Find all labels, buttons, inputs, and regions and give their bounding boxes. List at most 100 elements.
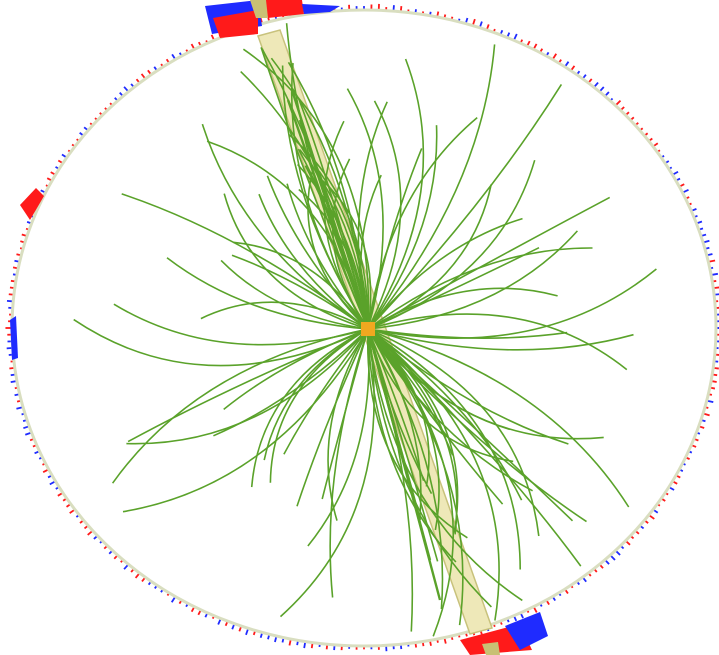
particle-track — [223, 193, 369, 330]
calo-cell — [245, 628, 249, 636]
particle-track — [111, 328, 369, 484]
calo-cell — [640, 525, 645, 530]
calo-cell — [130, 568, 135, 573]
particle-track — [367, 328, 430, 487]
calo-cell — [710, 386, 716, 390]
calo-cell — [12, 266, 18, 270]
calo-cell — [190, 43, 195, 49]
calo-cell — [141, 577, 146, 583]
calo-cell — [21, 233, 27, 237]
calo-cell — [16, 253, 21, 257]
calo-cell — [686, 456, 690, 460]
calo-cell — [620, 545, 625, 550]
calo-cell — [694, 438, 699, 442]
calo-cell — [303, 642, 307, 649]
calo-cell — [676, 177, 681, 182]
calo-cell — [16, 399, 21, 403]
calo-cell — [711, 272, 719, 276]
calo-cell — [539, 48, 544, 53]
calo-cell — [190, 607, 195, 613]
calo-cell — [486, 24, 490, 30]
particle-track — [122, 328, 369, 513]
particle-track — [367, 313, 628, 371]
particle-track — [367, 328, 634, 351]
particle-track — [166, 257, 369, 330]
particle-track — [327, 328, 369, 521]
calo-cell — [32, 444, 37, 448]
calo-cell — [599, 564, 604, 569]
particle-track — [266, 175, 369, 330]
calo-cell — [140, 73, 146, 79]
calo-cell — [701, 233, 707, 237]
calo-cell — [49, 480, 56, 486]
calo-cell — [217, 619, 222, 625]
calo-cell — [66, 503, 71, 508]
calo-cell — [683, 188, 689, 193]
calorimeter-clusters — [10, 0, 548, 655]
calo-cluster-red-top-right — [262, 0, 304, 18]
particle-track — [367, 159, 536, 330]
calo-cell — [564, 61, 570, 67]
particle-track — [283, 328, 369, 455]
calo-cell — [546, 600, 550, 606]
calo-cell — [20, 240, 25, 244]
calo-cell — [588, 78, 593, 83]
calo-cell — [526, 40, 531, 46]
calo-cell — [653, 509, 659, 514]
particle-track — [260, 47, 369, 330]
particle-track — [367, 328, 522, 570]
calo-cell — [582, 577, 587, 583]
calo-cell — [87, 530, 93, 536]
calo-cell — [14, 259, 19, 263]
particle-track — [367, 268, 657, 339]
particle-track — [367, 58, 425, 330]
calo-cell — [9, 367, 14, 370]
calo-cell — [16, 406, 23, 410]
calo-cell — [79, 132, 84, 136]
calo-cell — [153, 66, 158, 71]
calo-cluster-tan-bottom — [482, 642, 500, 655]
calo-cell — [465, 17, 469, 23]
calo-cell — [499, 29, 504, 35]
calo-cell — [672, 170, 679, 176]
particle-track — [367, 328, 582, 567]
calo-cell — [79, 520, 84, 524]
particle-track — [220, 259, 369, 330]
calo-cell — [93, 535, 98, 540]
calo-cell — [711, 380, 717, 383]
particle-track — [201, 123, 369, 330]
calo-cell — [630, 116, 635, 121]
calo-cell — [114, 97, 118, 101]
calo-cell — [604, 91, 610, 97]
calo-cell — [40, 189, 45, 193]
calo-cell — [252, 631, 256, 636]
calo-cell — [10, 279, 15, 283]
calo-cluster-red-top — [213, 10, 258, 38]
calo-cell — [46, 177, 52, 182]
calo-cell — [274, 636, 278, 643]
calo-cell — [197, 610, 202, 616]
calo-cell — [625, 540, 631, 546]
particle-track — [269, 328, 369, 483]
calo-cell — [697, 220, 703, 224]
calo-cell — [29, 438, 34, 442]
particle-track — [321, 328, 369, 500]
particle-track — [297, 97, 369, 330]
particle-track — [367, 217, 523, 330]
particle-track — [200, 301, 369, 330]
calo-cell — [691, 444, 697, 448]
calo-cluster-blue-left — [10, 316, 18, 360]
particle-track — [367, 247, 593, 330]
calo-cell — [57, 159, 63, 164]
calo-cluster-blue-top-right — [302, 4, 340, 14]
calo-cell — [108, 550, 113, 555]
particle-track — [367, 100, 402, 330]
calo-cell — [50, 171, 56, 176]
calo-cell — [210, 34, 215, 40]
calo-cluster-tan-top — [250, 0, 268, 18]
jet-track — [366, 328, 422, 521]
calo-cell — [171, 53, 176, 60]
calo-cell — [714, 367, 719, 370]
calo-cell — [713, 373, 718, 377]
